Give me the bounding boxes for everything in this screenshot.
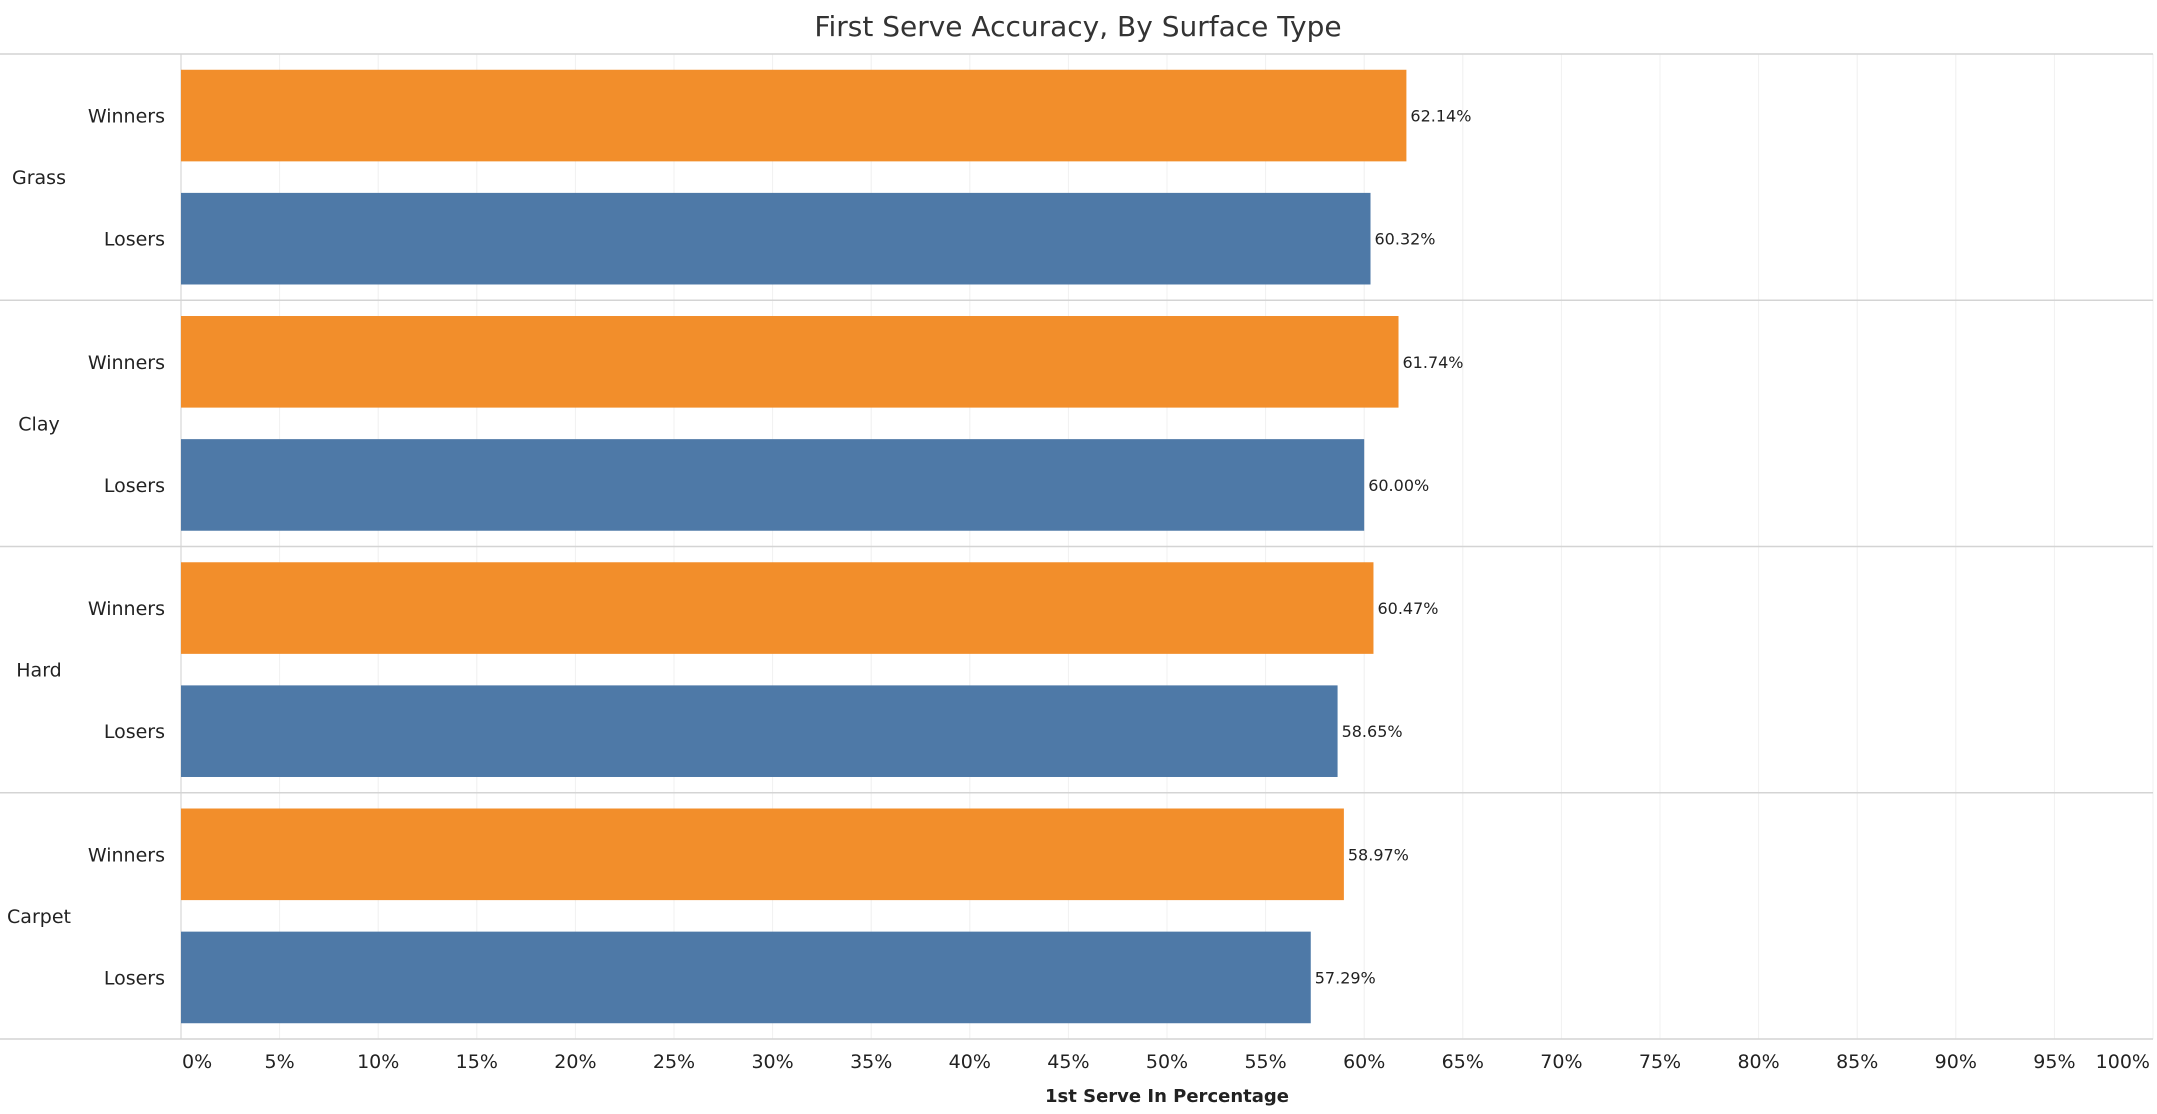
bar-value-label: 58.97% <box>1348 845 1409 864</box>
x-tick-label: 85% <box>1836 1051 1878 1073</box>
bar-value-label: 60.47% <box>1377 599 1438 618</box>
group-label-carpet: Carpet <box>7 906 71 928</box>
bar-carpet-winners <box>181 808 1344 901</box>
row-label-losers: Losers <box>104 721 165 743</box>
x-tick-label: 70% <box>1540 1051 1582 1073</box>
bar-clay-winners <box>181 316 1399 408</box>
bar-clay-losers <box>181 439 1365 531</box>
bar-value-label: 58.65% <box>1342 722 1403 741</box>
row-label-winners: Winners <box>88 106 165 128</box>
x-tick-label: 15% <box>456 1051 498 1073</box>
bar-value-label: 57.29% <box>1315 968 1376 987</box>
x-tick-label: 0% <box>182 1051 212 1073</box>
x-tick-label: 50% <box>1146 1051 1188 1073</box>
bar-grass-losers <box>181 192 1371 285</box>
chart-title: First Serve Accuracy, By Surface Type <box>814 10 1341 43</box>
x-tick-label: 75% <box>1639 1051 1681 1073</box>
bar-value-label: 60.00% <box>1368 476 1429 495</box>
row-label-losers: Losers <box>104 967 165 989</box>
bar-value-label: 62.14% <box>1410 107 1471 126</box>
group-label-clay: Clay <box>18 413 59 435</box>
row-label-winners: Winners <box>88 352 165 374</box>
row-label-winners: Winners <box>88 844 165 866</box>
x-tick-label: 45% <box>1047 1051 1089 1073</box>
row-label-losers: Losers <box>104 475 165 497</box>
bar-hard-losers <box>181 685 1338 777</box>
bars <box>181 69 1407 1024</box>
x-tick-label: 20% <box>554 1051 596 1073</box>
row-label-winners: Winners <box>88 598 165 620</box>
row-label-losers: Losers <box>104 229 165 251</box>
x-tick-label: 30% <box>751 1051 793 1073</box>
x-axis-title: 1st Serve In Percentage <box>1045 1086 1289 1107</box>
bar-value-label: 60.32% <box>1375 230 1436 249</box>
x-tick-label: 10% <box>357 1051 399 1073</box>
bar-value-label: 61.74% <box>1403 353 1464 372</box>
x-axis-ticks: 0% 5% 10% 15% 20% 25% 30% 35% 40% 45% 50% 55% 60% 65%… <box>182 1051 2150 1073</box>
labels: Grass Winners 62.14% Losers 60.32% Clay Winner… <box>7 106 1471 990</box>
x-tick-label: 40% <box>949 1051 991 1073</box>
bar-hard-winners <box>181 562 1374 654</box>
x-tick-label: 60% <box>1343 1051 1385 1073</box>
bar-carpet-losers <box>181 931 1311 1024</box>
x-tick-label: 5% <box>265 1051 295 1073</box>
group-separators <box>0 53 2153 1040</box>
x-tick-label: 95% <box>2033 1051 2075 1073</box>
x-tick-label: 100% <box>2096 1051 2150 1073</box>
x-tick-label: 90% <box>1935 1051 1977 1073</box>
x-tick-label: 25% <box>653 1051 695 1073</box>
x-tick-label: 65% <box>1442 1051 1484 1073</box>
group-label-grass: Grass <box>12 167 66 189</box>
group-label-hard: Hard <box>16 660 61 682</box>
x-tick-label: 35% <box>850 1051 892 1073</box>
x-tick-label: 80% <box>1737 1051 1779 1073</box>
bar-grass-winners <box>181 69 1407 162</box>
x-tick-label: 55% <box>1244 1051 1286 1073</box>
